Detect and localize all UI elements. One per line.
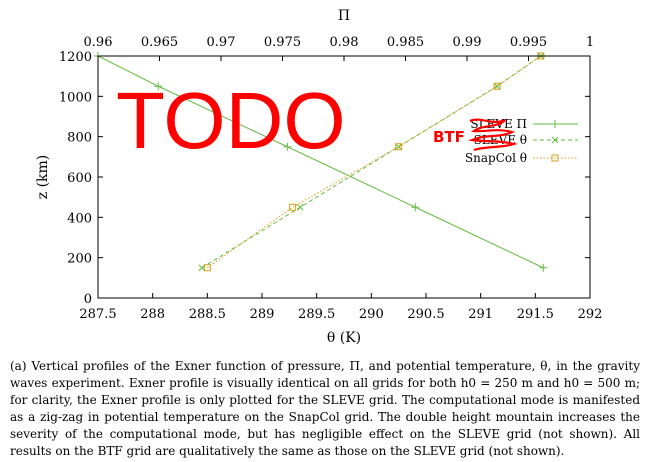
btf-label: BTF <box>433 128 465 146</box>
btf-annotation: BTF <box>433 118 518 152</box>
y-tick-label: 200 <box>67 252 92 267</box>
x-tick-label: 289 <box>250 307 275 322</box>
data-point <box>493 82 501 90</box>
chart-figure: 287.5 288 288.5 289 289.5 290 290.5 291 291.5 292… <box>35 8 603 346</box>
x-tick-label: 292 <box>578 307 603 322</box>
series-layer <box>94 52 548 272</box>
data-point <box>203 264 211 272</box>
x2-tick-label: 0.97 <box>207 35 236 50</box>
figure-caption: (a) Vertical profiles of the Exner funct… <box>10 359 640 458</box>
series-square <box>203 52 545 272</box>
legend-marker <box>551 136 559 144</box>
x2-tick-label: 0.995 <box>510 35 547 50</box>
todo-overlay: TODO <box>116 76 346 165</box>
x2-axis-title: Π <box>338 8 350 24</box>
x2-tick-label: 1 <box>586 35 594 50</box>
y-tick-label: 1200 <box>59 50 92 65</box>
x2-tick-label: 0.985 <box>387 35 424 50</box>
ticks-layer: 287.5 288 288.5 289 289.5 290 290.5 291 291.5 292… <box>59 35 603 322</box>
x2-tick-label: 0.99 <box>453 35 482 50</box>
data-point <box>493 82 501 90</box>
x-tick-label: 287.5 <box>79 307 116 322</box>
data-point <box>395 143 403 151</box>
data-point <box>289 203 297 211</box>
x-tick-label: 291.5 <box>517 307 554 322</box>
x-axis-title: θ (K) <box>327 330 361 346</box>
data-point <box>539 263 548 272</box>
y-tick-label: 400 <box>67 211 92 226</box>
x-tick-label: 291 <box>468 307 493 322</box>
data-point <box>296 203 304 211</box>
x-tick-label: 290.5 <box>407 307 444 322</box>
x-tick-label: 288.5 <box>189 307 226 322</box>
x2-tick-label: 0.965 <box>141 35 178 50</box>
x2-tick-label: 0.98 <box>330 35 359 50</box>
x2-tick-label: 0.975 <box>264 35 301 50</box>
btf-scribble <box>468 118 518 152</box>
legend-label: SnapCol θ <box>465 151 527 165</box>
x2-tick-label: 0.96 <box>84 35 113 50</box>
y-tick-label: 600 <box>67 171 92 186</box>
data-point <box>411 203 420 212</box>
y-tick-label: 0 <box>84 292 92 307</box>
y-tick-label: 800 <box>67 131 92 146</box>
x-tick-label: 289.5 <box>298 307 335 322</box>
data-point <box>154 82 163 91</box>
x-tick-label: 290 <box>359 307 384 322</box>
y-axis-title: z (km) <box>35 155 51 200</box>
data-point <box>283 142 292 151</box>
series-plus <box>94 52 548 272</box>
legend-marker <box>551 120 559 128</box>
data-point <box>395 143 403 151</box>
y-tick-label: 1000 <box>59 90 92 105</box>
legend-marker <box>551 154 559 162</box>
x-tick-label: 288 <box>140 307 165 322</box>
